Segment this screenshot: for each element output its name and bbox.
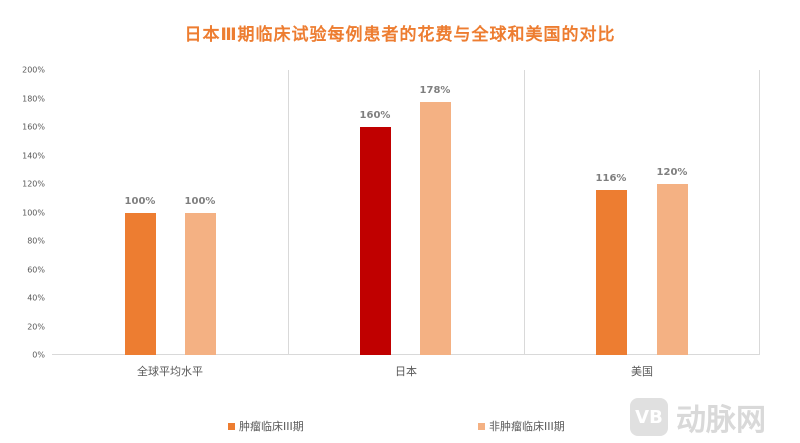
x-label: 全球平均水平 (137, 365, 203, 378)
bar-label: 178% (419, 85, 451, 96)
y-tick: 20% (27, 322, 45, 331)
chart-title: 日本Ⅲ期临床试验每例患者的花费与全球和美国的对比 (184, 25, 616, 45)
y-tick: 180% (22, 94, 45, 103)
y-tick: 60% (27, 265, 45, 274)
bar-label: 160% (359, 110, 391, 121)
bar-label: 100% (124, 196, 156, 207)
bar-label: 100% (184, 196, 216, 207)
y-tick: 140% (22, 151, 45, 160)
legend-label: 肿瘤临床III期 (239, 420, 304, 433)
bar-japan-non-oncology (420, 101, 451, 355)
legend-swatch-icon (478, 422, 485, 430)
y-tick: 100% (22, 208, 45, 217)
y-tick: 40% (27, 293, 45, 303)
category-divider (524, 70, 525, 355)
watermark: VB 动脉网 (630, 395, 766, 439)
y-tick: 160% (22, 122, 45, 132)
bar-japan-oncology (360, 127, 391, 355)
bar-label: 116% (595, 173, 627, 184)
bar-global-non-oncology (185, 212, 216, 355)
bar-global-oncology (125, 212, 156, 355)
plot-area: 100% 100% 160% 178% 116% 120% (52, 70, 760, 355)
plot-right-border (759, 70, 760, 355)
legend-label: 非肿瘤临床III期 (489, 420, 565, 433)
category-divider (288, 70, 289, 355)
x-label: 美国 (631, 365, 653, 378)
legend-swatch-icon (228, 422, 235, 430)
bar-us-oncology (596, 190, 627, 355)
watermark-text: 动脉网 (676, 403, 766, 438)
y-tick: 120% (22, 179, 45, 189)
x-axis-baseline (52, 354, 760, 355)
y-tick: 80% (27, 236, 45, 246)
legend-item-oncology: 肿瘤临床III期 (228, 418, 304, 434)
bar-us-non-oncology (657, 184, 688, 355)
x-label: 日本 (395, 365, 417, 378)
y-tick: 200% (22, 65, 45, 75)
bar-label: 120% (656, 167, 688, 178)
y-tick: 0% (32, 350, 45, 360)
vb-logo-icon: VB (630, 398, 668, 436)
legend-item-non-oncology: 非肿瘤临床III期 (478, 418, 565, 434)
